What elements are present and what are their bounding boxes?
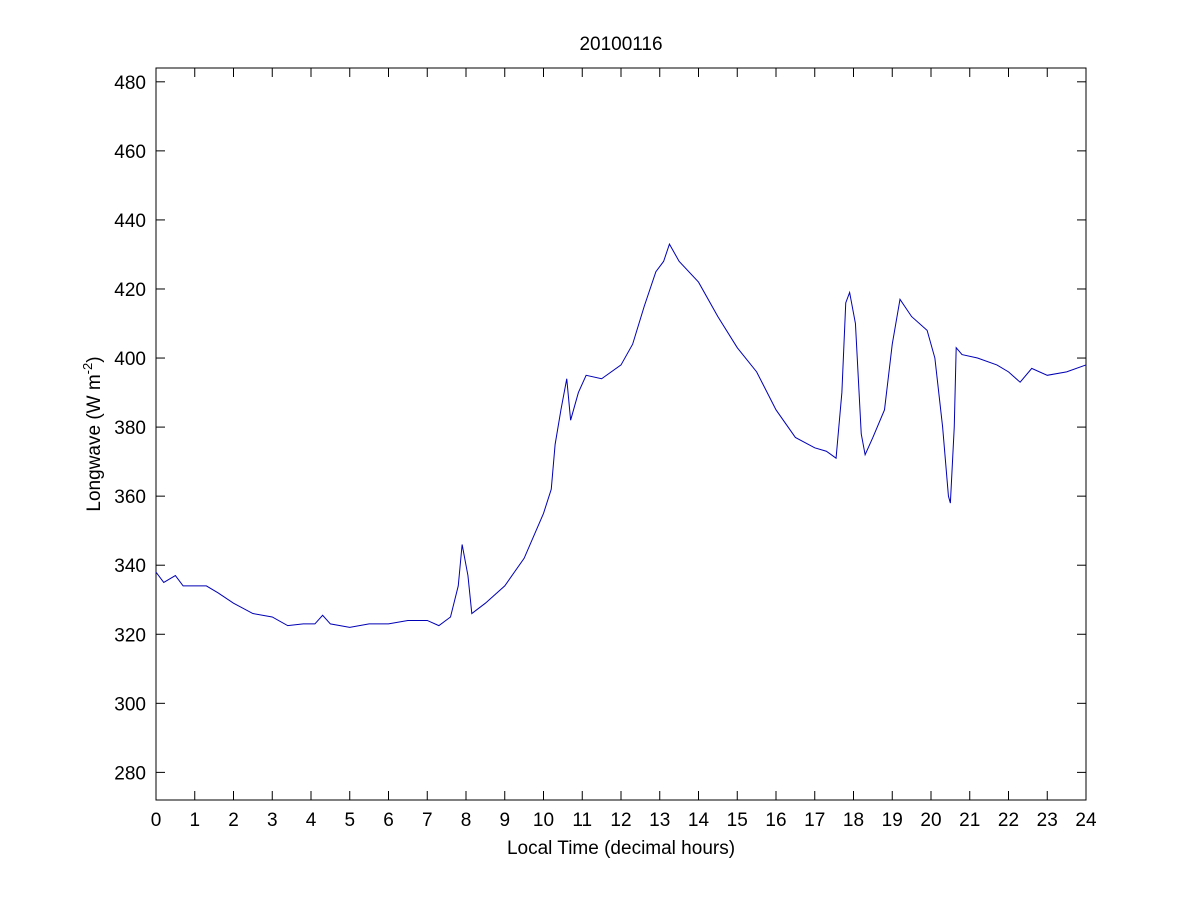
x-tick-label: 12 xyxy=(610,810,631,831)
y-tick-label: 280 xyxy=(114,763,146,784)
x-tick-label: 4 xyxy=(306,810,317,831)
data-line xyxy=(155,242,1087,628)
x-tick-label: 6 xyxy=(383,810,394,831)
y-axis-label: Longwave (W m-2) xyxy=(80,356,105,511)
y-tick-label: 340 xyxy=(114,556,146,577)
y-axis-label-text: Longwave (W m xyxy=(84,374,105,511)
chart-title: 20100116 xyxy=(579,34,662,55)
x-tick-label: 3 xyxy=(267,810,278,831)
x-tick-label: 9 xyxy=(499,810,510,831)
y-tick-label: 480 xyxy=(114,73,146,94)
x-tick-label: 23 xyxy=(1037,810,1058,831)
y-axis-label-end: ) xyxy=(84,356,105,362)
x-tick-label: 10 xyxy=(533,810,554,831)
x-tick-label: 22 xyxy=(998,810,1019,831)
x-tick-label: 18 xyxy=(843,810,864,831)
x-tick-label: 7 xyxy=(422,810,433,831)
y-axis-label-sup: -2 xyxy=(80,363,95,375)
y-tick-label: 360 xyxy=(114,487,146,508)
y-tick-label: 380 xyxy=(114,418,146,439)
x-tick-label: 21 xyxy=(959,810,980,831)
y-tick-label: 300 xyxy=(114,694,146,715)
x-tick-label: 15 xyxy=(727,810,748,831)
x-tick-label: 1 xyxy=(189,810,200,831)
y-tick-label: 460 xyxy=(114,142,146,163)
x-tick-label: 13 xyxy=(649,810,670,831)
x-tick-label: 2 xyxy=(228,810,239,831)
plot-frame xyxy=(155,67,1087,801)
x-tick-label: 0 xyxy=(151,810,162,831)
x-tick-label: 20 xyxy=(920,810,941,831)
x-tick-label: 8 xyxy=(461,810,472,831)
y-tick-label: 420 xyxy=(114,280,146,301)
y-tick-label: 400 xyxy=(114,349,146,370)
x-axis-label: Local Time (decimal hours) xyxy=(507,838,735,859)
x-tick-label: 14 xyxy=(688,810,710,831)
y-tick-label: 440 xyxy=(114,211,146,232)
x-tick-label: 5 xyxy=(344,810,355,831)
x-tick-label: 11 xyxy=(572,810,592,831)
x-tick-label: 24 xyxy=(1075,810,1097,831)
x-tick-label: 19 xyxy=(882,810,903,831)
y-tick-label: 320 xyxy=(114,625,146,646)
x-tick-label: 16 xyxy=(765,810,786,831)
x-tick-label: 17 xyxy=(804,810,825,831)
